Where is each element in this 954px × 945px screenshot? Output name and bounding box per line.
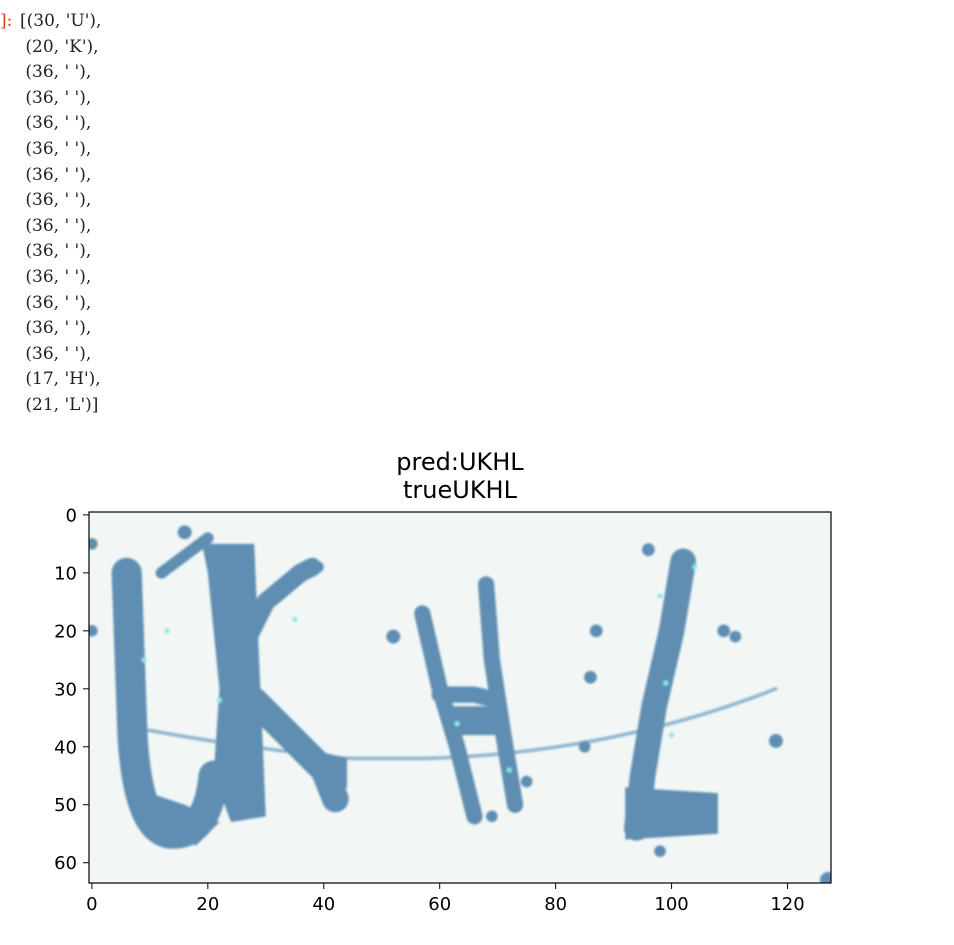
figure-svg: pred:UKHL trueUKHL 0 20 40 60 80 100 120 0 10 20… (54, 448, 832, 915)
noise-dot (312, 561, 324, 573)
cell-prompt: ]: (0, 11, 13, 31)
letter-h-left-stem (414, 605, 483, 825)
letter-l-foot (625, 787, 718, 840)
noise-dot (386, 629, 401, 644)
output-line: (17, 'H'), (20, 369, 101, 390)
noise-dot (578, 740, 591, 753)
cell-output: [(30, 'U'), (20, 'K'), (36, ' '), (36, '… (20, 9, 101, 419)
speckle-dot (692, 564, 698, 570)
y-tick-label: 10 (54, 563, 77, 584)
letter-k-foot (300, 746, 347, 805)
speckle-dot (663, 680, 669, 686)
y-tick-label: 0 (66, 505, 77, 526)
letter-k-arm-upper (239, 557, 322, 646)
axes-frame (88, 511, 832, 884)
y-tick-label: 60 (54, 853, 77, 874)
output-line: (36, ' '), (20, 190, 92, 211)
x-tick-label: 120 (770, 894, 804, 915)
letter-h-join (451, 706, 504, 736)
noise-dot (589, 624, 603, 638)
noise-dot (654, 845, 666, 857)
captcha-figure: pred:UKHL trueUKHL 0 20 40 60 80 100 120 0 10 20… (0, 440, 954, 941)
letter-k-serif (155, 532, 214, 579)
speckle-dot (216, 697, 223, 704)
noise-dot (584, 670, 597, 684)
speckle-dot (292, 616, 298, 622)
y-tick-label: 40 (54, 737, 77, 758)
noise-dot (642, 543, 655, 557)
y-tick-label: 20 (54, 621, 77, 642)
noise-dot (819, 871, 831, 883)
noise-dot (156, 567, 167, 579)
noise-dot (768, 734, 783, 748)
output-line: (36, ' '), (20, 292, 92, 313)
x-axis: 0 20 40 60 80 100 120 (86, 883, 805, 915)
x-tick-label: 80 (544, 894, 567, 915)
x-tick-label: 100 (654, 894, 688, 915)
x-tick-label: 60 (428, 894, 451, 915)
y-tick-label: 50 (54, 795, 77, 816)
x-tick-label: 0 (86, 894, 97, 915)
noise-curve (142, 687, 778, 761)
figure-title-line-2: trueUKHL (403, 476, 518, 504)
noise-dot (89, 625, 98, 637)
output-line: (36, ' '), (20, 266, 92, 287)
output-line: (36, ' '), (20, 113, 92, 134)
noise-dot (717, 624, 731, 638)
x-tick-label: 20 (196, 894, 219, 915)
output-line: (36, ' '), (20, 62, 92, 83)
speckle-dot (164, 628, 170, 634)
captcha-image (89, 512, 831, 883)
noise-dot (89, 538, 98, 550)
letter-h-crossbar (431, 686, 506, 709)
y-axis: 0 10 20 30 40 50 60 (54, 505, 89, 874)
noise-dot (729, 630, 742, 643)
x-tick-label: 40 (312, 894, 335, 915)
output-line: (36, ' '), (20, 138, 92, 159)
speckle-dot (141, 657, 147, 663)
noise-dot (486, 810, 498, 823)
output-line: (36, ' '), (20, 215, 92, 236)
output-line: [(30, 'U'), (20, 11, 102, 31)
output-line: (36, ' '), (20, 343, 92, 364)
speckle-dot (657, 593, 663, 599)
output-line: (36, ' '), (20, 87, 92, 108)
output-line: (36, ' '), (20, 164, 92, 185)
output-line: (36, ' '), (20, 318, 92, 339)
output-line: (20, 'K'), (20, 36, 99, 57)
speckle-dot (668, 732, 675, 738)
speckle-dot (454, 720, 460, 727)
output-line: (36, ' '), (20, 241, 92, 262)
noise-dot (520, 775, 533, 788)
figure-title-line-1: pred:UKHL (396, 448, 524, 476)
speckle-dot (506, 767, 512, 773)
letter-u-base (149, 793, 220, 846)
y-tick-label: 30 (54, 679, 77, 700)
noise-dot (177, 525, 192, 540)
output-line: (21, 'L')] (20, 394, 99, 415)
